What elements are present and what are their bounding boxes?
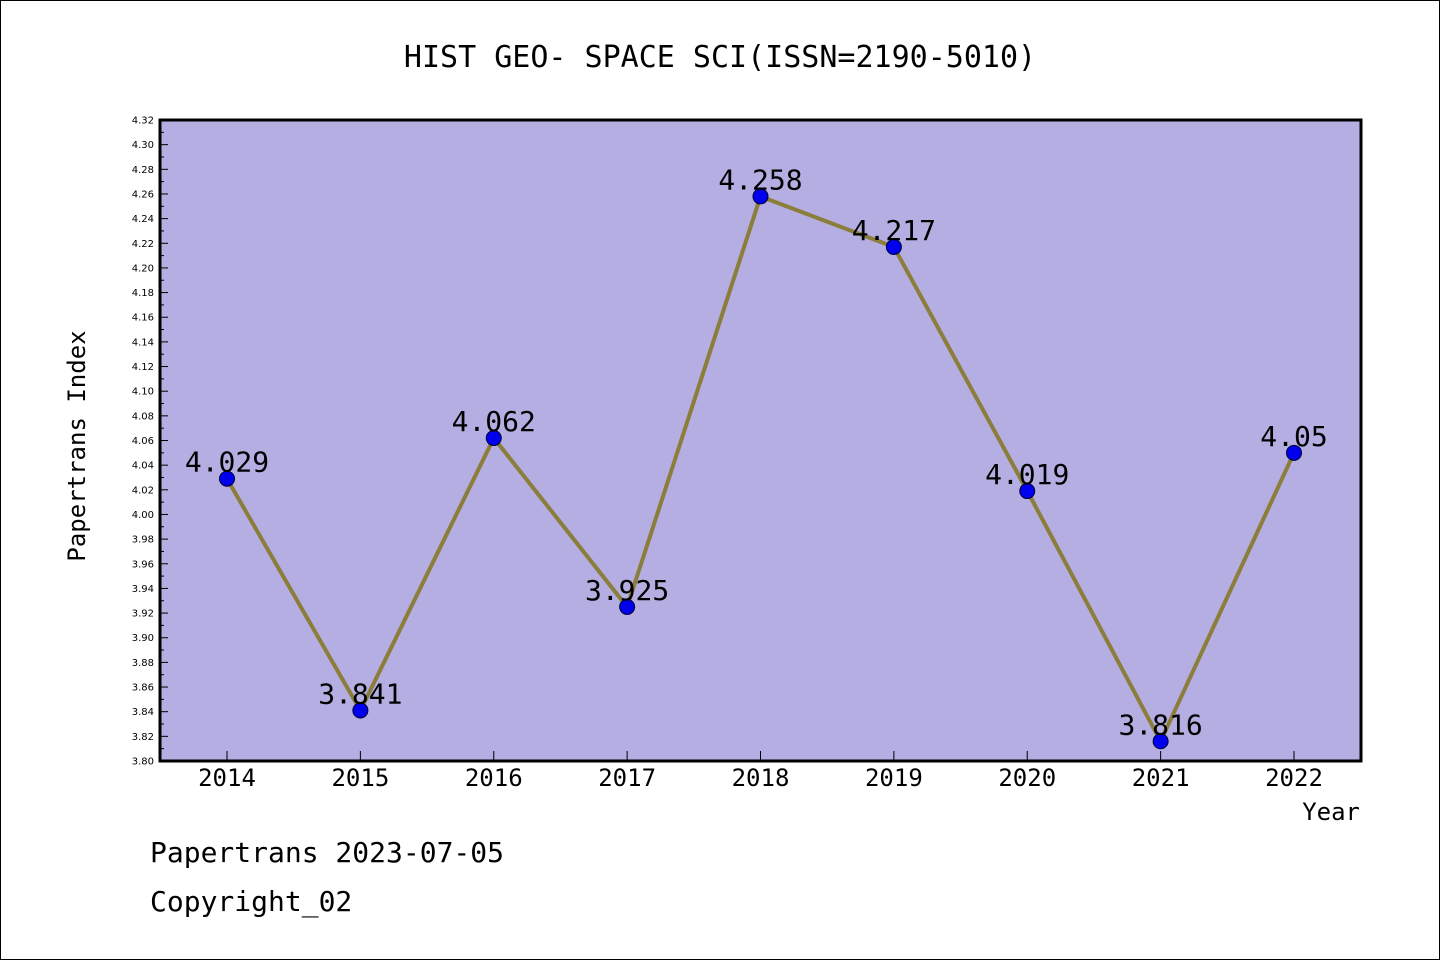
data-point (619, 598, 636, 615)
y-axis-ticks: 3.80 3.82 3.84 3.86 3.88 3.90 3.92 3.94 3.96 3.98… (132, 116, 168, 768)
y-tick-label: 3.86 (132, 683, 154, 694)
y-tick-label: 4.14 (132, 337, 154, 348)
data-label: 3.841 (318, 677, 402, 710)
data-point (1019, 483, 1036, 500)
y-tick-label: 4.20 (132, 263, 154, 274)
data-point (485, 430, 502, 447)
y-tick-label: 4.16 (132, 313, 154, 324)
data-point (1286, 444, 1302, 461)
data-point (219, 470, 235, 487)
x-tick-label: 2016 (465, 764, 523, 792)
y-tick-label: 3.90 (132, 633, 154, 644)
y-tick-label: 3.80 (132, 757, 154, 768)
y-tick-label: 4.08 (132, 411, 154, 422)
x-tick-label: 2019 (865, 764, 923, 792)
y-tick-label: 4.26 (132, 189, 154, 200)
data-label: 3.816 (1118, 708, 1202, 741)
x-axis-label: Year (1302, 798, 1360, 826)
y-tick-label: 3.98 (132, 535, 154, 546)
data-point (352, 702, 369, 719)
data-label: 4.05 (1260, 420, 1327, 453)
y-tick-label: 4.30 (132, 140, 154, 151)
x-tick-label: 2021 (1132, 764, 1190, 792)
y-tick-label: 3.84 (132, 707, 154, 718)
y-tick-label: 4.10 (132, 387, 154, 398)
y-tick-label: 4.02 (132, 485, 154, 496)
y-tick-label: 3.96 (132, 559, 154, 570)
data-label: 3.925 (585, 574, 669, 607)
y-tick-label: 3.94 (132, 584, 154, 595)
y-tick-label: 3.88 (132, 658, 154, 669)
data-point (1152, 733, 1169, 750)
x-tick-label: 2020 (998, 764, 1056, 792)
y-tick-label: 4.04 (132, 461, 154, 472)
y-tick-label: 3.82 (132, 732, 154, 743)
x-axis-ticks: 2014 2015 2016 2017 2018 2019 2020 2021 2022 (198, 751, 1323, 792)
y-tick-label: 4.06 (132, 436, 154, 447)
data-label: 4.062 (452, 405, 536, 438)
x-tick-label: 2017 (598, 764, 656, 792)
y-tick-label: 4.18 (132, 288, 154, 299)
x-tick-label: 2018 (732, 764, 790, 792)
y-axis-label: Papertrans Index (63, 330, 91, 561)
chart-title: HIST GEO- SPACE SCI(ISSN=2190-5010) (404, 40, 1036, 75)
data-point (885, 238, 902, 255)
data-label: 4.217 (852, 214, 936, 247)
footer-copyright: Copyright_02 (150, 885, 353, 918)
y-tick-label: 4.24 (132, 214, 154, 225)
footer-date-line: Papertrans 2023-07-05 (150, 836, 505, 869)
data-labels: 4.029 3.841 4.062 3.925 4.258 4.217 4.019 3.816… (185, 163, 1328, 741)
data-label: 4.258 (718, 163, 802, 196)
x-tick-label: 2022 (1265, 764, 1323, 792)
y-tick-label: 4.22 (132, 239, 154, 250)
data-point (752, 188, 769, 205)
x-tick-label: 2015 (331, 764, 389, 792)
plot-area (158, 118, 1363, 763)
y-tick-label: 4.32 (132, 116, 154, 127)
y-tick-label: 4.28 (132, 165, 154, 176)
y-tick-label: 4.00 (132, 510, 154, 521)
x-tick-label: 2014 (198, 764, 256, 792)
data-markers (219, 188, 1302, 750)
data-label: 4.019 (985, 458, 1069, 491)
data-label: 4.029 (185, 446, 269, 479)
y-tick-label: 4.12 (132, 362, 154, 373)
y-tick-label: 3.92 (132, 609, 154, 620)
